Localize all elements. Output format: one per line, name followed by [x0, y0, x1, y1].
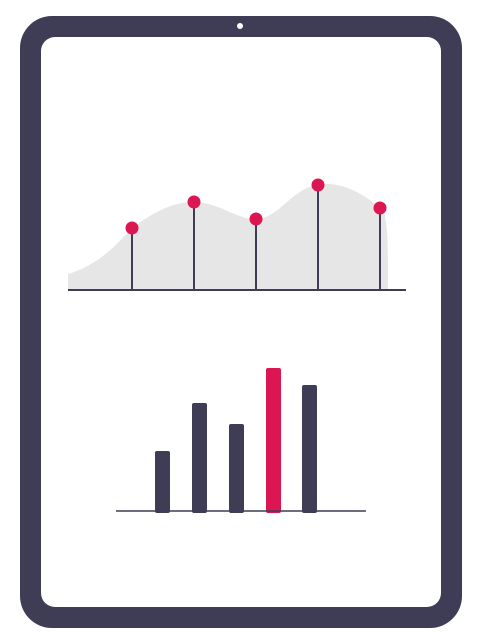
highlighted-bar — [266, 368, 281, 513]
bar — [302, 385, 317, 513]
area-data-point — [374, 202, 387, 215]
area-data-point — [312, 179, 325, 192]
area-data-point — [126, 222, 139, 235]
tablet-screen — [41, 37, 441, 607]
area-data-point — [250, 213, 263, 226]
camera-dot-icon — [237, 23, 243, 29]
area-data-point — [188, 196, 201, 209]
bar — [155, 451, 170, 513]
bar — [229, 424, 244, 513]
bar — [192, 403, 207, 513]
